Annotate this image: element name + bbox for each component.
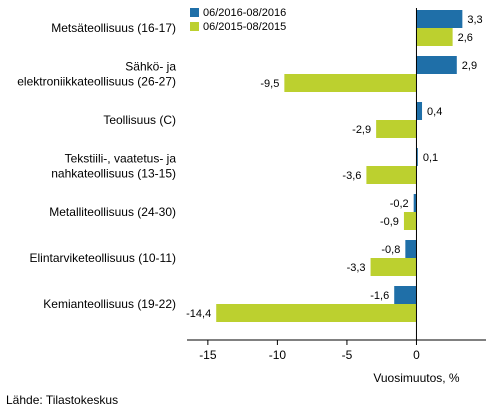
data-label: -14,4 [186, 308, 211, 320]
data-label: -0,8 [381, 244, 400, 256]
data-label: -0,2 [390, 198, 409, 210]
category-label: nahkateollisuus (13-15) [51, 167, 176, 181]
data-label: 2,6 [458, 32, 473, 44]
bar-series1 [416, 102, 423, 120]
category-label: Metsäteollisuus (16-17) [51, 21, 176, 35]
x-axis-title: Vuosimuutos, % [373, 371, 460, 385]
category-label: elektroniikkateollisuus (26-27) [17, 75, 176, 89]
bar-series1 [416, 56, 457, 74]
bar-series1 [405, 240, 417, 258]
bar-series1 [394, 286, 417, 304]
data-label: -3,6 [342, 170, 361, 182]
bar-series2 [403, 212, 417, 230]
source-note: Lähde: Tilastokeskus [6, 393, 118, 407]
data-labels: 3,3 2,9 0,4 0,1 -0,2 -0,8 -1,6 2,6 -9,5 -2,9 -3,6 -… [186, 14, 483, 320]
bar-series1 [416, 10, 463, 28]
data-label: 0,4 [427, 106, 442, 118]
x-tick-label: -5 [342, 348, 353, 362]
data-label: 2,9 [462, 60, 477, 72]
category-labels: Metsäteollisuus (16-17) Sähkö- jaelektron… [17, 21, 176, 311]
data-label: -0,9 [380, 216, 399, 228]
category-label: Tekstiili-, vaatetus- ja [65, 152, 177, 166]
data-label: -9,5 [260, 78, 279, 90]
x-tick-label: -15 [199, 348, 217, 362]
bars [216, 10, 463, 322]
legend-swatch [190, 8, 199, 17]
data-label: 3,3 [467, 14, 482, 26]
x-tick-label: -10 [269, 348, 287, 362]
legend-swatch [190, 22, 199, 31]
legend: 06/2016-08/2016 06/2015-08/2015 [190, 7, 286, 33]
bar-series2 [376, 120, 417, 138]
data-label: -1,6 [370, 290, 389, 302]
data-label: -2,9 [352, 124, 371, 136]
data-label: 0,1 [423, 152, 438, 164]
bar-series2 [284, 74, 417, 92]
bar-series1 [413, 194, 417, 212]
category-label: Kemianteollisuus (19-22) [43, 297, 176, 311]
data-label: -3,3 [347, 262, 366, 274]
bar-series2 [416, 28, 453, 46]
legend-label: 06/2016-08/2016 [203, 7, 286, 19]
x-tick-label: 0 [413, 348, 420, 362]
x-axis-ticks: -15 -10 -5 0 [199, 340, 420, 362]
category-label: Elintarviketeollisuus (10-11) [29, 251, 176, 265]
category-label: Sähkö- ja [125, 60, 176, 74]
category-label: Teollisuus (C) [103, 113, 176, 127]
bar-series1 [416, 148, 418, 166]
bar-series2 [366, 166, 417, 184]
category-label: Metalliteollisuus (24-30) [49, 205, 176, 219]
bar-series2 [216, 304, 417, 322]
bar-series2 [370, 258, 417, 276]
legend-label: 06/2015-08/2015 [203, 21, 286, 33]
